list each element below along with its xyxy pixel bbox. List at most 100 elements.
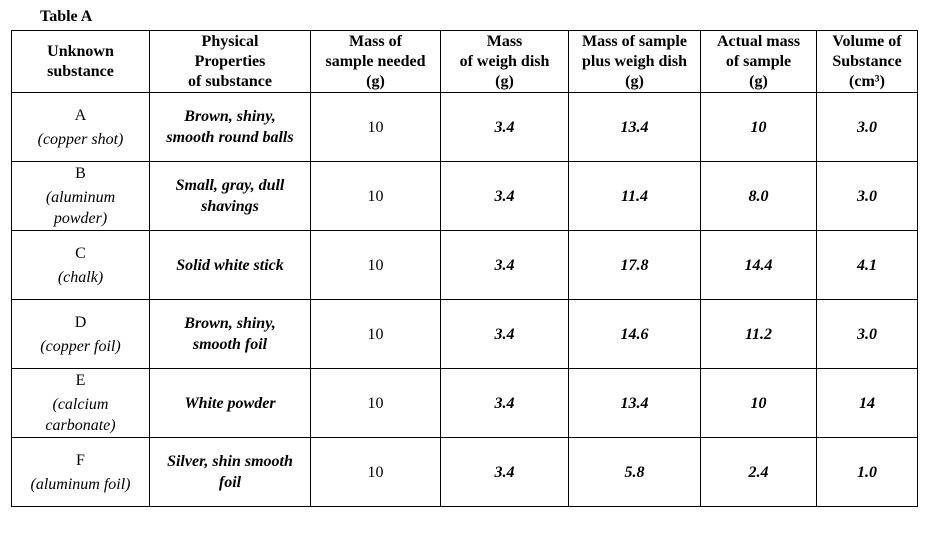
properties-line: Silver, shin smooth [167,453,293,470]
header-line: Substance [832,52,902,70]
value-cell: 11.2 [700,299,817,369]
value-cell: 10 [310,230,441,300]
properties-line: Small, gray, dull [175,177,285,194]
substance-cell: F (aluminum foil) [11,437,150,507]
substance-line: (calcium [52,396,109,413]
header-line: of substance [187,72,272,90]
table-row: C (chalk) Solid white stick 10 3.4 17.8 14.4 4.… [11,230,918,300]
value-cell: 10 [700,368,817,438]
substance-cell: D (copper foil) [11,299,150,369]
header-cell: Volume of Substance (cm³) [816,30,918,93]
table-row: F (aluminum foil) Silver, shin smooth foil 1… [11,437,918,507]
value-cell: 2.4 [700,437,817,507]
value-cell: 14 [816,368,918,438]
value-cell: 10 [310,437,441,507]
properties-cell: Silver, shin smooth foil [149,437,311,507]
properties-line: Solid white stick [176,256,284,274]
substance-line: F [76,451,85,469]
table-title: Table A [40,8,93,25]
value-cell: 3.4 [440,437,569,507]
header-line: of weigh dish [459,52,550,70]
substance-line: (copper foil) [40,337,121,355]
properties-cell: Solid white stick [149,230,311,300]
header-line: sample needed [325,52,426,70]
table-body: A (copper shot) Brown, shiny, smooth round … [11,92,918,507]
header-cell: Mass of sample needed (g) [310,30,441,93]
header-line: (g) [495,72,514,90]
properties-line: Brown, shiny, [184,108,276,125]
table-row: A (copper shot) Brown, shiny, smooth round … [11,92,918,162]
properties-line: shavings [201,198,259,215]
value-cell: 3.0 [816,92,918,162]
substance-line: (copper shot) [37,130,124,148]
substance-line: B [75,165,86,182]
header-line: substance [47,62,114,80]
properties-line: smooth foil [192,336,268,353]
substance-line: A [74,106,87,124]
header-line: plus weigh dish [582,52,687,70]
properties-line: smooth round balls [166,129,294,146]
value-cell: 10 [310,161,441,231]
header-line: Properties [194,52,266,70]
substance-line: powder) [53,210,108,227]
value-cell: 3.0 [816,299,918,369]
value-cell: 10 [310,368,441,438]
header-line: of sample [725,52,792,70]
header-cell: Physical Properties of substance [149,30,311,93]
value-cell: 10 [310,92,441,162]
value-cell: 13.4 [568,368,701,438]
header-line: Physical [201,32,259,50]
value-cell: 3.4 [440,299,569,369]
header-line: (g) [749,72,768,90]
properties-line: foil [218,474,242,491]
header-line: Mass of sample [582,32,687,50]
value-cell: 3.4 [440,230,569,300]
value-cell: 5.8 [568,437,701,507]
header-line: Mass of [349,32,402,50]
properties-cell: White powder [149,368,311,438]
properties-cell: Brown, shiny, smooth foil [149,299,311,369]
substance-cell: C (chalk) [11,230,150,300]
substance-cell: A (copper shot) [11,92,150,162]
substance-line: carbonate) [45,417,116,434]
header-cell: Mass of sample plus weigh dish (g) [568,30,701,93]
substance-line: (aluminum [45,189,116,206]
substance-line: C [75,244,86,262]
substance-line: E [75,372,86,389]
value-cell: 8.0 [700,161,817,231]
header-cell: Actual mass of sample (g) [700,30,817,93]
value-cell: 3.4 [440,92,569,162]
substance-line: (aluminum foil) [30,475,131,493]
header-line: (g) [625,72,644,90]
properties-cell: Brown, shiny, smooth round balls [149,92,311,162]
header-line: Unknown [47,42,114,60]
table-row: D (copper foil) Brown, shiny, smooth foil 10… [11,299,918,369]
value-cell: 14.6 [568,299,701,369]
value-cell: 1.0 [816,437,918,507]
substance-cell: B (aluminum powder) [11,161,150,231]
header-cell: Mass of weigh dish (g) [440,30,569,93]
value-cell: 3.4 [440,368,569,438]
header-line: Actual mass [716,32,801,50]
header-line: Mass [486,32,523,50]
substance-line: (chalk) [57,268,104,286]
properties-line: White powder [184,394,276,412]
value-cell: 11.4 [568,161,701,231]
value-cell: 3.4 [440,161,569,231]
header-line: (cm³) [849,72,885,90]
value-cell: 17.8 [568,230,701,300]
value-cell: 10 [700,92,817,162]
value-cell: 14.4 [700,230,817,300]
table-header: Unknown substance Physical Properties of sub… [11,30,918,93]
header-cell: Unknown substance [11,30,150,93]
header-line: Volume of [832,32,902,50]
table-row: E (calcium carbonate) White powder 10 3.4 13.4… [11,368,918,438]
data-table: Unknown substance Physical Properties of sub… [11,30,918,507]
header-row: Unknown substance Physical Properties of sub… [11,30,918,93]
table-row: B (aluminum powder) Small, gray, dull shavin… [11,161,918,231]
value-cell: 3.0 [816,161,918,231]
value-cell: 10 [310,299,441,369]
value-cell: 13.4 [568,92,701,162]
properties-cell: Small, gray, dull shavings [149,161,311,231]
